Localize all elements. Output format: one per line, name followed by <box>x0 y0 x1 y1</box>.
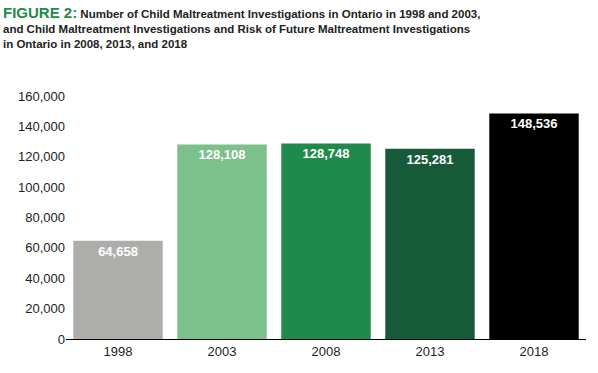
svg-text:140,000: 140,000 <box>18 119 65 134</box>
svg-text:125,281: 125,281 <box>407 152 454 167</box>
svg-text:80,000: 80,000 <box>25 210 65 225</box>
svg-text:2008: 2008 <box>312 344 341 359</box>
svg-text:100,000: 100,000 <box>18 180 65 195</box>
svg-text:0: 0 <box>58 332 65 347</box>
svg-text:20,000: 20,000 <box>25 301 65 316</box>
svg-text:148,536: 148,536 <box>511 116 558 131</box>
svg-text:120,000: 120,000 <box>18 149 65 164</box>
svg-text:60,000: 60,000 <box>25 240 65 255</box>
svg-text:128,108: 128,108 <box>199 147 246 162</box>
svg-text:2003: 2003 <box>208 344 237 359</box>
svg-text:1998: 1998 <box>104 344 133 359</box>
svg-text:FIGURE 2: Number of Child Malt: FIGURE 2: Number of Child Maltreatment I… <box>3 4 480 50</box>
svg-text:128,748: 128,748 <box>303 146 350 161</box>
svg-text:40,000: 40,000 <box>25 271 65 286</box>
svg-text:64,658: 64,658 <box>98 244 138 259</box>
svg-text:2018: 2018 <box>520 344 549 359</box>
svg-text:160,000: 160,000 <box>18 89 65 104</box>
svg-text:2013: 2013 <box>416 344 445 359</box>
